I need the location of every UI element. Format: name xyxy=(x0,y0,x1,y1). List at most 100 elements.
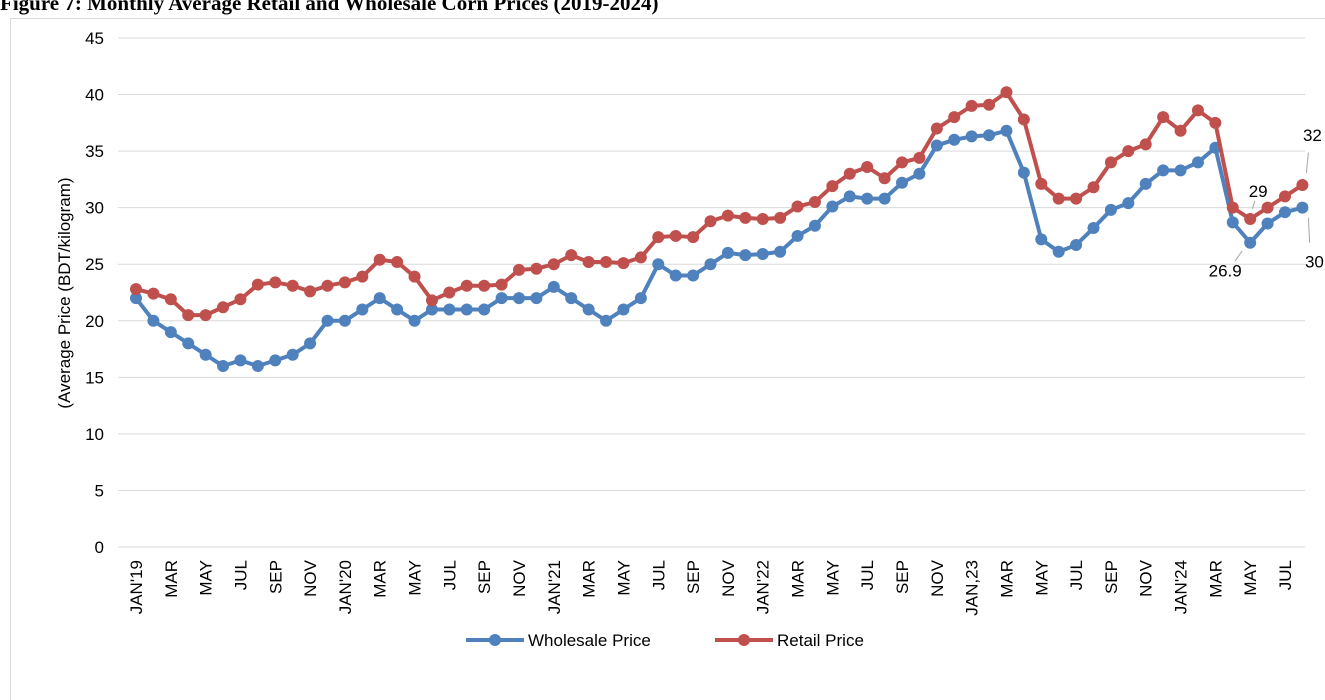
data-point xyxy=(425,294,438,307)
data-point xyxy=(1279,206,1291,219)
data-label: 30 xyxy=(1305,253,1324,272)
data-point xyxy=(1139,138,1152,151)
x-tick-label: JUL xyxy=(231,560,250,590)
data-point xyxy=(251,360,264,373)
data-point xyxy=(930,122,943,135)
data-point xyxy=(1070,238,1083,251)
x-tick-label: MAY xyxy=(1032,560,1051,596)
data-point xyxy=(739,249,752,262)
data-point xyxy=(896,176,908,189)
data-point xyxy=(1087,181,1100,194)
data-point xyxy=(338,276,351,289)
x-tick-label: JAN'21 xyxy=(545,560,564,614)
x-tick-label: SEP xyxy=(266,560,285,594)
chart-frame xyxy=(10,18,1325,700)
data-point xyxy=(251,278,264,291)
data-point xyxy=(704,215,717,228)
data-point xyxy=(1174,164,1187,177)
x-tick-label: MAR xyxy=(1206,560,1225,598)
data-point xyxy=(164,293,177,306)
data-point xyxy=(1209,116,1222,129)
x-tick-label: MAR xyxy=(997,560,1016,598)
data-point xyxy=(1017,166,1030,179)
y-tick-label: 40 xyxy=(85,86,104,105)
data-point xyxy=(896,156,908,169)
x-tick-label: JUL xyxy=(649,560,668,590)
data-point xyxy=(1191,104,1204,117)
data-point xyxy=(634,251,647,264)
data-point xyxy=(739,211,752,224)
data-point xyxy=(1261,201,1274,214)
y-tick-label: 15 xyxy=(85,368,104,387)
x-tick-label: SEP xyxy=(893,560,912,594)
data-point xyxy=(495,292,508,305)
data-point xyxy=(373,253,386,266)
data-point xyxy=(286,279,299,292)
data-point xyxy=(425,303,438,316)
x-tick-label: JAN'19 xyxy=(127,560,146,614)
x-tick-label: MAY xyxy=(1241,560,1260,596)
data-point xyxy=(1279,190,1291,203)
data-point xyxy=(1122,197,1135,210)
data-point xyxy=(1070,192,1083,205)
data-point xyxy=(304,337,317,350)
data-point xyxy=(443,303,456,316)
x-tick-label: MAR xyxy=(371,560,390,598)
data-point xyxy=(756,212,769,225)
data-point xyxy=(182,309,195,322)
chart-title: Figure 7: Monthly Average Retail and Who… xyxy=(0,0,659,15)
data-point xyxy=(756,248,769,261)
data-point xyxy=(530,262,543,275)
y-axis-label: (Average Price (BDT/kilogram) xyxy=(55,177,74,408)
y-tick-label: 30 xyxy=(85,199,104,218)
data-point xyxy=(234,293,247,306)
leader-line xyxy=(1307,217,1311,243)
data-point xyxy=(408,314,421,327)
data-point xyxy=(617,257,630,270)
x-tick-label: NOV xyxy=(301,559,320,597)
data-point xyxy=(1226,216,1239,229)
leader-line xyxy=(1251,200,1256,210)
data-point xyxy=(1017,113,1030,126)
data-point xyxy=(948,133,961,146)
x-tick-label: JAN'22 xyxy=(754,560,773,614)
data-point xyxy=(721,246,734,259)
data-point xyxy=(217,360,230,373)
data-point xyxy=(513,292,525,305)
data-point xyxy=(687,231,700,244)
leader-line xyxy=(1234,250,1243,262)
data-point xyxy=(843,190,856,203)
data-point xyxy=(774,211,787,224)
data-point xyxy=(513,263,525,276)
x-tick-label: SEP xyxy=(475,560,494,594)
data-point xyxy=(530,292,543,305)
data-label: 32 xyxy=(1303,126,1322,145)
x-tick-label: NOV xyxy=(1137,559,1156,597)
data-point xyxy=(130,292,142,305)
data-point xyxy=(1261,217,1274,230)
data-point xyxy=(495,278,508,291)
data-point xyxy=(547,280,560,293)
data-label: 29 xyxy=(1249,182,1268,201)
x-tick-label: SEP xyxy=(1102,560,1121,594)
legend-label: Wholesale Price xyxy=(528,631,651,650)
data-point xyxy=(600,255,613,268)
data-point xyxy=(1087,222,1100,235)
data-point xyxy=(861,192,874,205)
data-point xyxy=(565,292,578,305)
data-point xyxy=(878,192,891,205)
data-point xyxy=(182,337,195,350)
data-label: 26.9 xyxy=(1209,262,1242,281)
data-point xyxy=(582,255,595,268)
data-point xyxy=(373,292,386,305)
y-tick-label: 35 xyxy=(85,142,104,161)
data-point xyxy=(478,303,491,316)
data-point xyxy=(808,219,821,232)
x-tick-label: JAN'24 xyxy=(1172,560,1191,614)
data-point xyxy=(582,303,595,316)
data-point xyxy=(600,314,613,327)
data-point xyxy=(164,326,177,339)
x-tick-label: SEP xyxy=(684,560,703,594)
data-point xyxy=(948,111,961,124)
